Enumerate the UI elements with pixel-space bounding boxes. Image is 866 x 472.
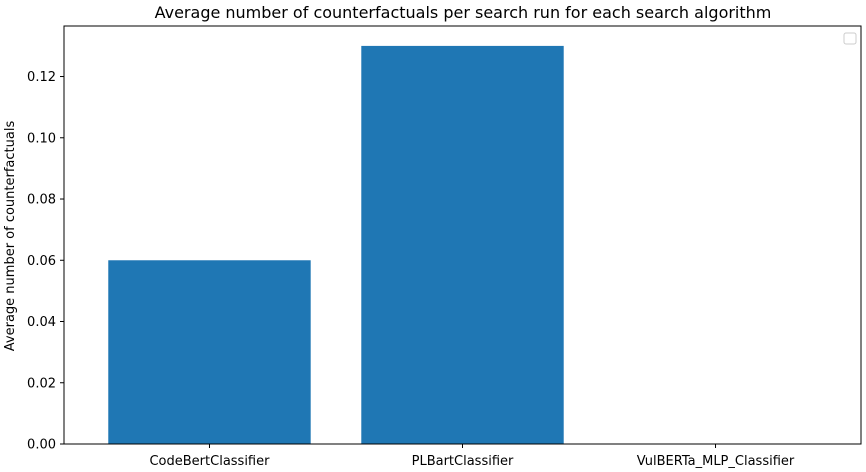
x-tick-label: PLBartClassifier	[412, 454, 514, 469]
y-tick-label: 0.00	[27, 438, 56, 453]
y-axis-label: Average number of counterfactuals	[3, 121, 18, 352]
y-tick-label: 0.02	[27, 376, 56, 391]
x-tick-label: VulBERTa_MLP_Classifier	[637, 454, 795, 469]
y-tick-label: 0.10	[27, 131, 56, 146]
y-axis-ticks: 0.00 0.02 0.04 0.06 0.08 0.10 0.12	[27, 70, 64, 453]
y-tick-label: 0.12	[27, 70, 56, 85]
y-tick-label: 0.08	[27, 193, 56, 208]
y-tick-label: 0.06	[27, 254, 56, 269]
bar-CodeBertClassifier	[108, 260, 311, 444]
x-axis-ticks: CodeBertClassifier PLBartClassifier VulBER…	[149, 444, 795, 469]
chart-title: Average number of counterfactuals per se…	[155, 3, 772, 22]
x-tick-label: CodeBertClassifier	[149, 454, 270, 469]
bars	[108, 45, 564, 445]
plot-frame	[63, 25, 862, 445]
bar-PLBartClassifier	[361, 45, 564, 445]
y-tick-label: 0.04	[27, 315, 56, 330]
legend-box	[843, 32, 857, 45]
